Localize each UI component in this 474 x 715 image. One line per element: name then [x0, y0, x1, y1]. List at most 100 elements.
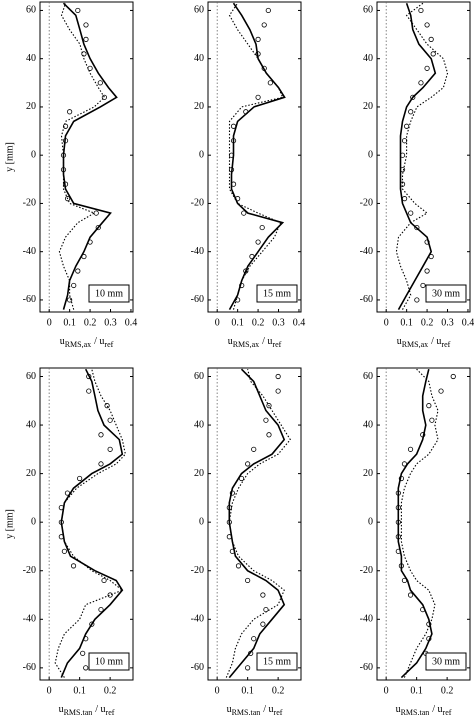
y-tick-label: 60: [26, 371, 36, 382]
x-label-sub: RMS,ax: [233, 340, 259, 349]
data-point: [64, 196, 71, 202]
panel-label: 10 mm: [95, 288, 123, 299]
x-label-sub: ref: [443, 708, 452, 715]
data-point: [230, 181, 237, 187]
panel-label: 10 mm: [95, 656, 123, 667]
data-point: [255, 36, 261, 42]
x-tick-label: 0.4: [462, 317, 474, 328]
x-label-sub: ref: [441, 340, 450, 349]
x-label-sub: RMS,tan: [232, 708, 261, 715]
data-point: [226, 534, 232, 540]
y-tick-label: -60: [360, 294, 373, 305]
data-point: [77, 475, 83, 482]
data-point: [243, 268, 249, 274]
data-point: [97, 80, 103, 86]
data-point: [401, 138, 408, 144]
data-point: [260, 621, 266, 627]
data-point: [424, 65, 430, 71]
data-point: [450, 373, 456, 380]
x-label-sep: / u: [431, 336, 441, 347]
data-point: [424, 268, 430, 274]
data-point: [414, 297, 420, 303]
y-tick-label: 0: [199, 149, 204, 160]
data-point: [93, 210, 99, 216]
y-tick-label: 40: [194, 419, 204, 430]
data-point: [399, 167, 406, 173]
x-label-sub: RMS,ax: [402, 340, 428, 349]
panel-label: 30 mm: [432, 288, 460, 299]
x-label-main: u: [60, 336, 65, 347]
y-tick-label: 40: [363, 419, 373, 430]
y-tick-label: -20: [191, 565, 204, 576]
dotted-profile: [54, 369, 126, 678]
data-point: [58, 534, 64, 540]
data-point: [245, 665, 251, 671]
data-point: [62, 123, 69, 129]
y-tick-label: -40: [23, 246, 36, 257]
y-tick-label: -60: [360, 662, 373, 673]
label-box: [425, 284, 467, 303]
y-tick-label: 20: [26, 101, 36, 112]
data-point: [418, 80, 424, 86]
x-axis-label: uRMS,ax / uref: [60, 336, 114, 349]
panel-label: 15 mm: [263, 656, 291, 667]
data-point: [395, 548, 401, 554]
data-point: [418, 7, 424, 14]
data-point: [58, 505, 64, 511]
x-tick-label: 0: [384, 317, 389, 328]
data-point: [407, 592, 414, 598]
data-point: [239, 282, 245, 289]
label-box: [256, 652, 298, 671]
data-point: [255, 51, 261, 57]
data-point: [228, 167, 235, 173]
data-point: [261, 65, 267, 71]
y-tick-label: 60: [363, 371, 373, 382]
x-tick-label: 0.1: [400, 317, 413, 328]
y-tick-label: -60: [191, 662, 204, 673]
x-tick-label: 0.3: [272, 317, 285, 328]
data-point: [75, 268, 81, 274]
data-point: [60, 152, 67, 158]
x-axis-label: uRMS,tan / uref: [396, 704, 452, 715]
solid-profile: [397, 369, 433, 679]
data-point: [245, 577, 251, 584]
data-point: [410, 94, 416, 100]
data-point: [87, 239, 93, 245]
data-point: [275, 388, 281, 394]
y-tick-label: 60: [26, 5, 36, 16]
x-label-sep: / u: [94, 336, 104, 347]
y-tick-label: -40: [191, 614, 204, 625]
data-point: [424, 239, 430, 245]
data-point: [407, 446, 414, 452]
data-point: [426, 636, 432, 642]
solid-profile: [62, 2, 118, 310]
data-point: [420, 432, 426, 438]
x-label-sep: / u: [262, 336, 272, 347]
data-point: [226, 505, 232, 511]
data-point: [401, 461, 408, 467]
x-axis-label: uRMS,ax / uref: [228, 336, 282, 349]
y-tick-label: -60: [23, 662, 36, 673]
data-point: [255, 94, 261, 100]
data-point: [62, 181, 69, 187]
data-point: [251, 636, 257, 642]
label-box: [88, 284, 130, 303]
solid-profile: [228, 368, 286, 679]
y-tick-label: -20: [360, 565, 373, 576]
data-point: [265, 7, 271, 14]
data-point: [81, 253, 87, 260]
x-tick-label: 0.1: [63, 317, 76, 328]
x-tick-label: 0: [47, 685, 52, 696]
data-point: [395, 519, 401, 525]
data-point: [266, 403, 272, 409]
y-tick-label: -20: [23, 198, 36, 209]
data-point: [83, 636, 89, 642]
data-point: [398, 563, 404, 569]
data-point: [420, 282, 426, 289]
data-point: [230, 123, 237, 129]
x-tick-label: 0.4: [293, 317, 306, 328]
y-tick-label: 40: [26, 53, 36, 64]
x-axis-label: uRMS,tan / uref: [227, 704, 283, 715]
x-label-sep: / u: [95, 704, 105, 715]
